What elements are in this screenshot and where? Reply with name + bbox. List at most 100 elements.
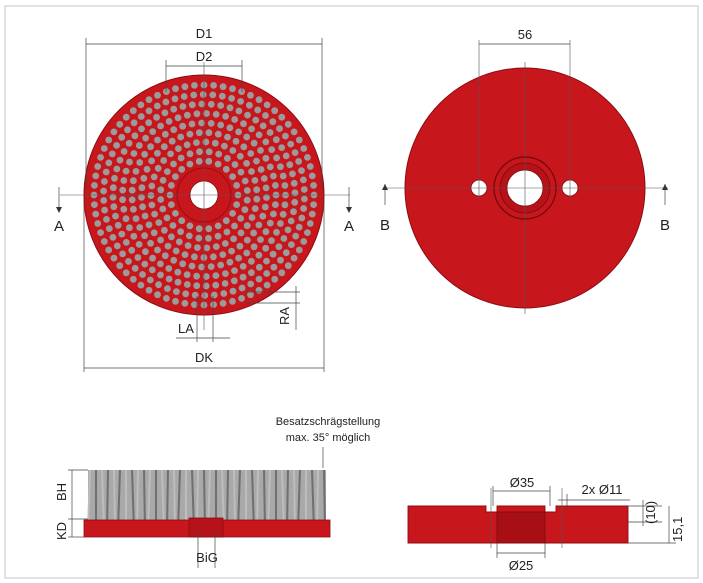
tuft-hole bbox=[247, 150, 255, 157]
tuft-hole bbox=[131, 264, 139, 272]
tuft-hole bbox=[91, 201, 98, 209]
tuft-hole bbox=[178, 165, 186, 173]
tuft-hole bbox=[304, 229, 311, 237]
tuft-hole bbox=[266, 129, 274, 136]
tuft-hole bbox=[172, 247, 180, 255]
tuft-hole bbox=[181, 299, 189, 307]
tuft-hole bbox=[122, 113, 130, 121]
tuft-hole bbox=[177, 228, 185, 236]
tuft-hole bbox=[168, 201, 175, 209]
tuft-hole bbox=[188, 101, 196, 109]
tuft-hole bbox=[239, 273, 247, 281]
tuft-hole bbox=[183, 111, 191, 119]
tuft-hole bbox=[186, 222, 194, 230]
tuft-hole bbox=[190, 91, 198, 99]
tuft-hole bbox=[179, 103, 187, 110]
tuft-hole bbox=[257, 236, 264, 244]
tuft-hole bbox=[241, 177, 249, 185]
tuft-hole bbox=[169, 222, 177, 229]
section-a-left-arrowhead bbox=[56, 207, 62, 213]
tuft-hole bbox=[289, 170, 296, 178]
tuft-hole bbox=[136, 159, 144, 166]
tuft-hole bbox=[139, 271, 146, 278]
tuft-hole bbox=[134, 254, 142, 261]
tuft-hole bbox=[165, 265, 173, 272]
tuft-hole bbox=[175, 238, 183, 246]
tuft-hole bbox=[122, 239, 130, 246]
tuft-hole bbox=[153, 113, 161, 121]
tuft-hole bbox=[147, 192, 155, 199]
tuft-hole bbox=[207, 120, 215, 127]
tuft-hole bbox=[183, 141, 191, 149]
tuft-hole bbox=[243, 133, 251, 141]
tuft-hole bbox=[100, 145, 108, 152]
tuft-hole bbox=[262, 228, 270, 236]
dim-10-label: (10) bbox=[643, 501, 658, 524]
tuft-hole bbox=[157, 186, 165, 194]
tuft-hole bbox=[286, 161, 294, 169]
tuft-hole bbox=[212, 281, 220, 289]
tuft-hole bbox=[131, 132, 139, 140]
tuft-hole bbox=[163, 88, 170, 95]
tuft-hole bbox=[142, 134, 150, 142]
tuft-hole bbox=[109, 234, 117, 241]
tuft-hole bbox=[125, 139, 133, 147]
tuft-hole bbox=[202, 138, 210, 146]
tuft-hole bbox=[243, 187, 251, 194]
tuft-hole bbox=[278, 113, 286, 121]
tuft-hole bbox=[310, 201, 317, 209]
section-b-right-arrowhead bbox=[662, 184, 668, 190]
tuft-hole bbox=[273, 154, 280, 162]
tuft-hole bbox=[141, 260, 149, 268]
tuft-hole bbox=[132, 168, 140, 175]
tuft-hole bbox=[243, 196, 251, 204]
tuft-hole bbox=[229, 173, 237, 181]
tuft-hole bbox=[157, 236, 165, 244]
tuft-hole bbox=[291, 149, 299, 157]
tuft-hole bbox=[263, 257, 270, 265]
tuft-hole bbox=[228, 247, 236, 255]
tuft-hole bbox=[255, 263, 263, 271]
tuft-hole bbox=[193, 272, 201, 280]
tuft-hole bbox=[160, 157, 168, 164]
tuft-hole bbox=[198, 100, 206, 108]
tuft-hole bbox=[119, 250, 126, 258]
tuft-hole bbox=[183, 271, 191, 279]
front-view: D1 D2 DK LA RA A A bbox=[54, 26, 354, 372]
tuft-hole bbox=[229, 85, 236, 93]
tuft-hole bbox=[259, 122, 267, 130]
tuft-hole bbox=[273, 228, 280, 236]
tuft-hole bbox=[110, 254, 118, 262]
tuft-hole bbox=[240, 143, 248, 151]
tuft-hole bbox=[253, 195, 261, 203]
tuft-hole bbox=[129, 107, 137, 115]
tuft-hole bbox=[212, 243, 220, 251]
tuft-hole bbox=[233, 182, 241, 189]
tuft-hole bbox=[101, 206, 108, 214]
tuft-hole bbox=[255, 221, 263, 229]
tuft-hole bbox=[310, 182, 317, 189]
section-b-left-arrowhead bbox=[382, 184, 388, 190]
dim-15-label: 15,1 bbox=[670, 517, 685, 542]
tuft-hole bbox=[195, 129, 203, 137]
tuft-hole bbox=[214, 222, 222, 230]
tuft-hole bbox=[246, 101, 253, 109]
tuft-hole bbox=[180, 93, 188, 100]
tuft-hole bbox=[164, 285, 171, 292]
tuft-hole bbox=[199, 91, 207, 98]
tuft-hole bbox=[270, 172, 277, 180]
tuft-hole bbox=[287, 140, 295, 148]
dim-56-label: 56 bbox=[518, 27, 532, 42]
tuft-hole bbox=[124, 126, 131, 134]
tuft-hole bbox=[92, 210, 100, 218]
tuft-hole bbox=[154, 149, 161, 157]
tuft-hole bbox=[251, 205, 259, 213]
tuft-hole bbox=[203, 244, 211, 252]
tuft-hole bbox=[207, 100, 215, 108]
tuft-hole bbox=[306, 220, 314, 227]
tuft-hole bbox=[138, 184, 146, 192]
tuft-hole bbox=[290, 254, 298, 262]
tuft-hole bbox=[137, 113, 145, 120]
tuft-hole bbox=[263, 281, 271, 289]
tuft-hole bbox=[290, 128, 298, 136]
